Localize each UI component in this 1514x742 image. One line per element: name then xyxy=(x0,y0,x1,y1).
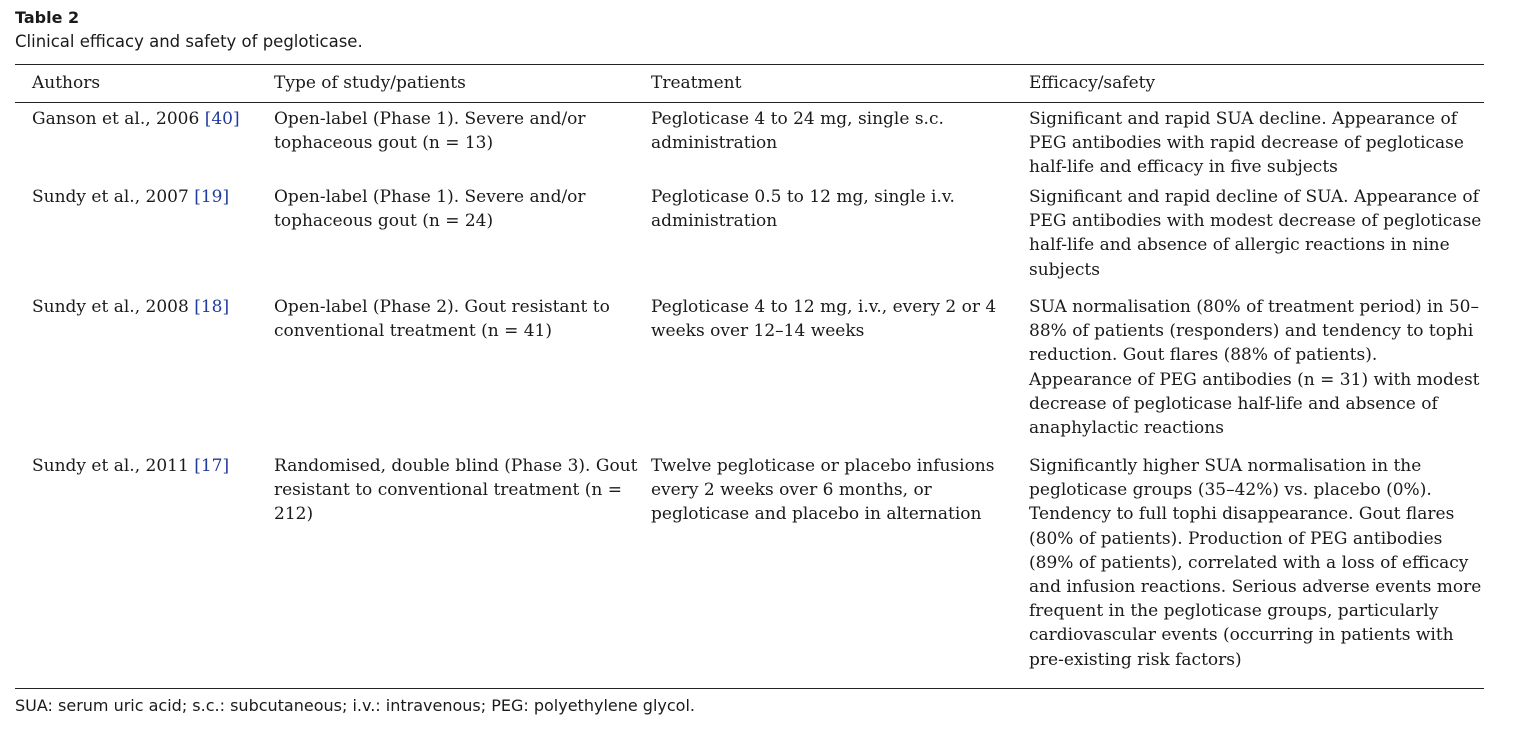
cell-study: Open-label (Phase 2). Gout resistant to … xyxy=(274,297,610,342)
table-top-rule xyxy=(15,64,1484,65)
table-caption: Clinical efficacy and safety of peglotic… xyxy=(15,32,363,51)
table-label: Table 2 xyxy=(15,8,80,27)
cell-treatment: Pegloticase 0.5 to 12 mg, single i.v. ad… xyxy=(651,187,955,232)
pegloticase-table: Authors Type of study/patients Treatment… xyxy=(15,65,1484,674)
reference-link[interactable]: [40] xyxy=(204,109,240,129)
table-row: Sundy et al., 2007 [19] Open-label (Phas… xyxy=(15,185,1484,295)
cell-study: Open-label (Phase 1). Severe and/or toph… xyxy=(274,187,586,232)
table-row: Ganson et al., 2006 [40] Open-label (Pha… xyxy=(15,102,1484,185)
header-treatment: Treatment xyxy=(651,73,742,93)
table-row: Sundy et al., 2011 [17] Randomised, doub… xyxy=(15,454,1484,674)
cell-treatment: Twelve pegloticase or placebo infusions … xyxy=(651,456,995,525)
header-efficacy-safety: Efficacy/safety xyxy=(1029,73,1156,93)
cell-treatment: Pegloticase 4 to 12 mg, i.v., every 2 or… xyxy=(651,297,997,342)
cell-efficacy: Significantly higher SUA normalisation i… xyxy=(1029,456,1482,670)
cell-author: Sundy et al., 2011 [17] xyxy=(15,454,274,674)
table-header-row: Authors Type of study/patients Treatment… xyxy=(15,65,1484,102)
author-name: Sundy et al., 2011 xyxy=(32,456,195,476)
table-row: Sundy et al., 2008 [18] Open-label (Phas… xyxy=(15,295,1484,454)
table-header-rule xyxy=(15,102,1484,103)
table-bottom-rule xyxy=(15,688,1484,689)
cell-author: Sundy et al., 2007 [19] xyxy=(15,185,274,295)
cell-efficacy: Significant and rapid SUA decline. Appea… xyxy=(1029,109,1464,178)
author-name: Sundy et al., 2008 xyxy=(32,297,195,317)
header-authors: Authors xyxy=(32,73,101,93)
reference-link[interactable]: [19] xyxy=(194,187,230,207)
cell-efficacy: SUA normalisation (80% of treatment peri… xyxy=(1029,297,1480,439)
table-footnote: SUA: serum uric acid; s.c.: subcutaneous… xyxy=(15,696,695,715)
author-name: Sundy et al., 2007 xyxy=(32,187,195,207)
header-study-type: Type of study/patients xyxy=(274,73,466,93)
cell-author: Sundy et al., 2008 [18] xyxy=(15,295,274,454)
author-name: Ganson et al., 2006 xyxy=(32,109,205,129)
reference-link[interactable]: [17] xyxy=(194,456,230,476)
cell-study: Randomised, double blind (Phase 3). Gout… xyxy=(274,456,638,525)
cell-study: Open-label (Phase 1). Severe and/or toph… xyxy=(274,109,586,154)
reference-link[interactable]: [18] xyxy=(194,297,230,317)
cell-treatment: Pegloticase 4 to 24 mg, single s.c. admi… xyxy=(651,109,944,154)
cell-author: Ganson et al., 2006 [40] xyxy=(15,102,274,185)
cell-efficacy: Significant and rapid decline of SUA. Ap… xyxy=(1029,187,1482,280)
